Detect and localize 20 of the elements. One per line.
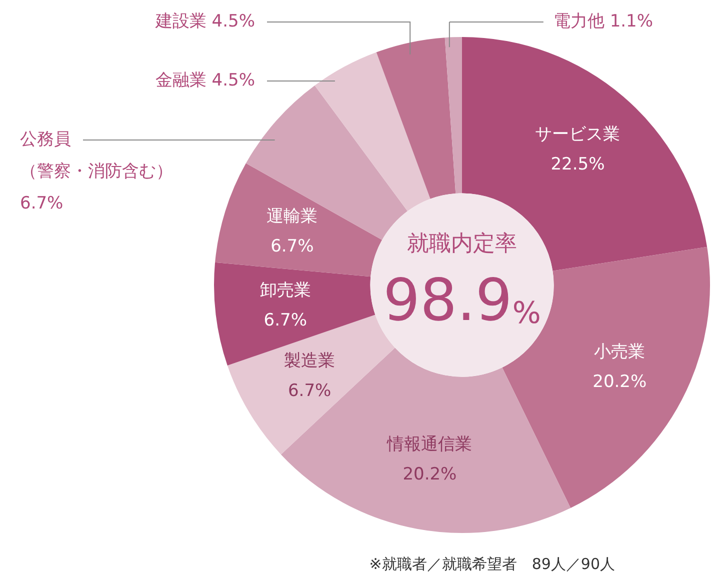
data-label: 6.7% [264, 310, 307, 331]
text: 98.9% [383, 266, 541, 334]
slice-label: 電力他 1.1% [553, 11, 654, 32]
slice-label: 情報通信業 [386, 434, 472, 454]
slice-label: 公務員（警察・消防含む） [20, 129, 173, 182]
slice-label: 製造業 [284, 351, 336, 372]
slice-label: 運輸業 [266, 206, 318, 226]
data-label: 20.2% [592, 372, 647, 392]
slice-label: 卸売業 [260, 280, 311, 301]
data-label: 22.5% [550, 154, 605, 174]
slice-label: 金融業 4.5% [155, 70, 255, 90]
data-label: 6.7% [20, 193, 64, 214]
slice-label: 建設業 4.5% [154, 11, 255, 32]
text: ※就職者／就職希望者 89人／90人 [369, 554, 615, 573]
slice-label: 小売業 [594, 342, 646, 362]
slice-label: サービス業 [535, 124, 620, 144]
data-label: 6.7% [288, 381, 332, 402]
data-label: 6.7% [270, 236, 314, 256]
text: 就職内定率 [407, 232, 517, 257]
data-label: 20.2% [402, 464, 457, 484]
